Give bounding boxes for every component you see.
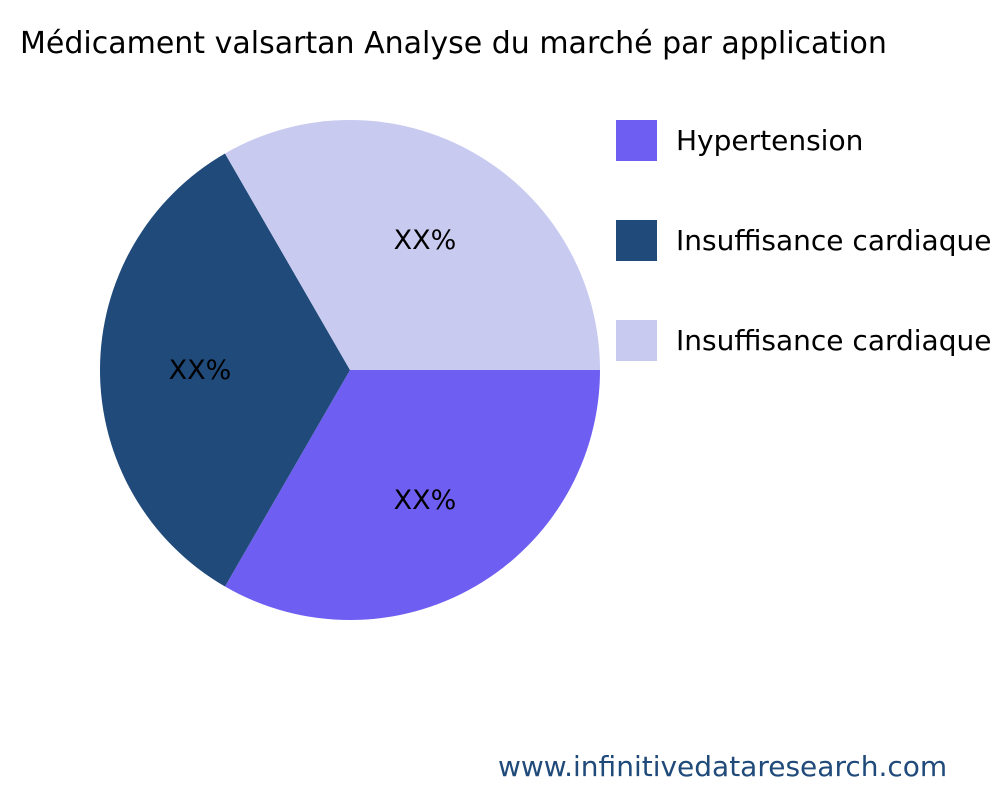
legend-item-1[interactable]: Insuffisance cardiaque (616, 219, 992, 261)
pie-slice-label-0: XX% (394, 485, 457, 516)
legend-swatch (616, 219, 657, 261)
pie-slice-0[interactable] (225, 370, 600, 620)
legend-label: Insuffisance cardiaque (676, 323, 992, 357)
source-watermark: www.infinitivedataresearch.com (498, 750, 948, 783)
chart-title: Médicament valsartan Analyse du marché p… (20, 26, 887, 61)
pie-slice-label-1: XX% (169, 355, 232, 386)
legend-swatch (616, 119, 657, 161)
pie-slice-label-2: XX% (394, 225, 457, 256)
legend-item-2[interactable]: Insuffisance cardiaque (616, 319, 992, 361)
legend-label: Insuffisance cardiaque (676, 223, 992, 257)
pie-slice-2[interactable] (225, 119, 600, 370)
legend-swatch (616, 319, 657, 361)
legend-item-0[interactable]: Hypertension (616, 119, 864, 161)
legend-label: Hypertension (676, 123, 864, 157)
